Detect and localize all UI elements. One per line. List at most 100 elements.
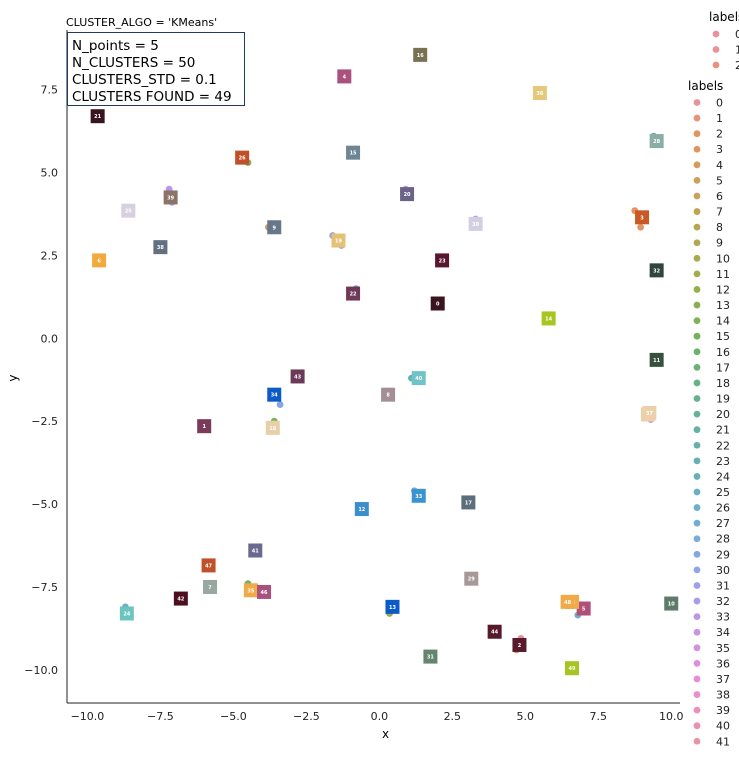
x-tick-label: −5.0 [220, 710, 247, 723]
cluster-marker-label: 39 [167, 195, 174, 201]
legend-swatch [693, 504, 701, 511]
legend-swatch [693, 706, 701, 714]
axes: −10.0 −7.5 −5.0 −2.5 0.0 2.5 5.0 7.5 10.0−10.0−7… [6, 30, 683, 741]
legend-item-label: 14 [716, 315, 730, 328]
cluster-marker-label: 19 [335, 239, 342, 245]
cluster-marker [381, 387, 396, 402]
cluster-marker-label: 46 [261, 590, 268, 596]
legend-item-label: 2 [735, 59, 739, 72]
cluster-marker-label: 15 [350, 151, 357, 157]
cluster-marker-label: 17 [465, 500, 472, 506]
legend-item-label: 37 [716, 673, 730, 686]
cluster-marker-label: 8 [386, 393, 390, 399]
legend-item-label: 31 [716, 579, 730, 592]
cluster-marker-label: 30 [472, 222, 479, 228]
legend-item-label: 28 [716, 533, 730, 546]
cluster-marker-label: 28 [653, 139, 660, 145]
legend-swatch [693, 145, 701, 153]
y-tick-label: −7.5 [31, 581, 58, 594]
cluster-marker-label: 12 [358, 507, 365, 513]
cluster-marker [337, 69, 352, 84]
y-tick-label: −10.0 [24, 664, 58, 677]
legend-swatch [693, 457, 701, 465]
legend-swatch [693, 192, 701, 200]
legend-item-label: 11 [716, 268, 730, 281]
cluster-marker [92, 253, 107, 268]
stat-clusters-found: CLUSTERS FOUND = 49 [72, 89, 232, 105]
cluster-markers: 0123456789101112131415161718192021222324… [90, 47, 679, 676]
y-tick-label: −5.0 [31, 498, 58, 511]
legend-swatch [693, 395, 701, 402]
cluster-marker-label: 9 [273, 225, 277, 231]
cluster-marker-label: 11 [653, 358, 660, 364]
stat-n-clusters: N_CLUSTERS = 50 [72, 55, 196, 71]
cluster-marker-label: 38 [157, 245, 164, 251]
cluster-marker-label: 2 [518, 643, 522, 649]
legend-item-label: 9 [716, 237, 723, 250]
legend-swatch [693, 223, 701, 231]
data-point [637, 223, 644, 231]
x-tick-label: 2.5 [444, 710, 462, 723]
data-points [92, 49, 658, 672]
legend-swatch [693, 566, 701, 574]
legend-swatch [693, 130, 701, 138]
legend-swatch [693, 301, 701, 309]
cluster-marker [354, 502, 369, 517]
legend-item-label: 33 [716, 611, 730, 624]
cluster-marker-label: 18 [269, 426, 276, 432]
cluster-marker-label: 42 [177, 597, 184, 603]
legend-swatch [693, 286, 701, 293]
cluster-marker [119, 606, 134, 621]
legend-item-label: 19 [716, 393, 730, 406]
legend-swatch [693, 208, 701, 215]
legend-swatch [712, 46, 720, 53]
cluster-marker [464, 571, 479, 586]
cluster-marker [487, 624, 502, 639]
cluster-marker [413, 47, 428, 62]
cluster-marker [385, 599, 400, 614]
x-tick-label: 0.0 [371, 710, 389, 723]
cluster-marker [153, 240, 168, 255]
cluster-marker-label: 41 [252, 548, 259, 554]
cluster-marker [564, 661, 579, 676]
x-axis-label: x [382, 727, 389, 741]
x-tick-label: 5.0 [517, 710, 535, 723]
cluster-marker [649, 263, 664, 278]
cluster-marker [468, 216, 483, 231]
legend-item-label: 41 [716, 735, 730, 748]
cluster-marker-label: 5 [582, 607, 586, 613]
cluster-marker-label: 26 [239, 156, 246, 162]
cluster-marker-label: 48 [564, 600, 571, 606]
legend-swatch [693, 659, 701, 667]
cluster-marker [649, 134, 664, 149]
cluster-marker-label: 33 [415, 494, 422, 500]
legend-swatch [693, 254, 701, 262]
cluster-marker-label: 43 [294, 374, 301, 380]
legend-item-label: 1 [735, 44, 739, 57]
cluster-marker-label: 16 [417, 53, 424, 59]
cluster-marker-label: 25 [125, 209, 132, 215]
x-tick-label: −7.5 [147, 710, 174, 723]
cluster-marker [267, 387, 282, 402]
cluster-marker [173, 591, 188, 606]
cluster-marker [331, 233, 346, 248]
cluster-marker [423, 649, 438, 664]
legend-item-label: 36 [716, 657, 730, 670]
y-tick-label: 2.5 [41, 249, 59, 262]
cluster-marker [248, 543, 263, 558]
legend-swatch [693, 332, 701, 340]
legend-item-label: 7 [716, 206, 723, 219]
legend-item-label: 20 [716, 408, 730, 421]
legend-item-label: 24 [716, 470, 730, 483]
cluster-marker-label: 0 [436, 302, 440, 308]
cluster-marker-label: 20 [404, 192, 411, 198]
cluster-marker [664, 596, 679, 611]
legend-swatch [693, 691, 701, 698]
legend-item-label: 22 [716, 439, 730, 452]
cluster-marker-label: 35 [247, 588, 254, 594]
cluster-marker-label: 32 [653, 268, 660, 274]
cluster-marker [346, 286, 361, 301]
legend-swatch [693, 582, 701, 589]
cluster-marker-label: 34 [271, 393, 278, 399]
